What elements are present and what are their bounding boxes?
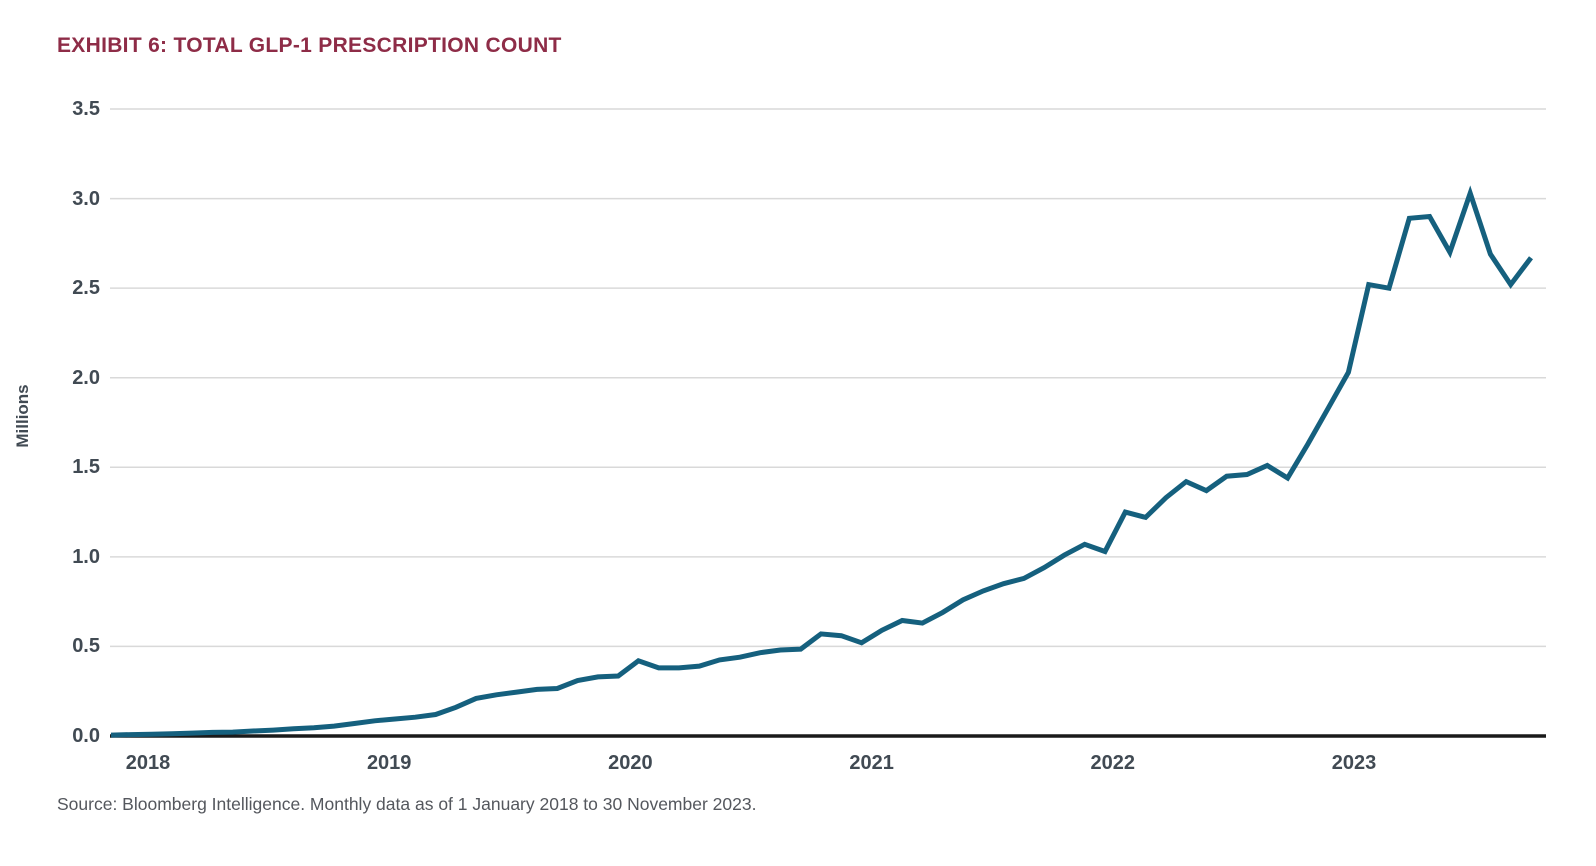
x-tick-label: 2019 (366, 752, 412, 774)
source-caption: Source: Bloomberg Intelligence. Monthly … (57, 794, 757, 814)
y-tick-label: 2.5 (72, 277, 100, 300)
x-tick-label: 2018 (125, 752, 171, 774)
y-tick-label: 1.0 (72, 545, 100, 568)
y-tick-label: 0.0 (72, 725, 100, 747)
chart-title: EXHIBIT 6: TOTAL GLP-1 PRESCRIPTION COUN… (57, 34, 562, 57)
y-tick-label: 0.5 (72, 635, 100, 658)
x-tick-label: 2022 (1090, 752, 1136, 774)
y-tick-label: 3.5 (72, 98, 100, 120)
data-line (110, 185, 1533, 738)
y-tick-label: 3.0 (72, 187, 100, 210)
y-tick-label: 1.5 (72, 456, 100, 479)
x-tick-label: 2021 (849, 752, 894, 774)
x-tick-label: 2020 (608, 752, 653, 774)
x-tick-label: 2023 (1331, 752, 1377, 774)
y-tick-label: 2.0 (72, 366, 100, 389)
